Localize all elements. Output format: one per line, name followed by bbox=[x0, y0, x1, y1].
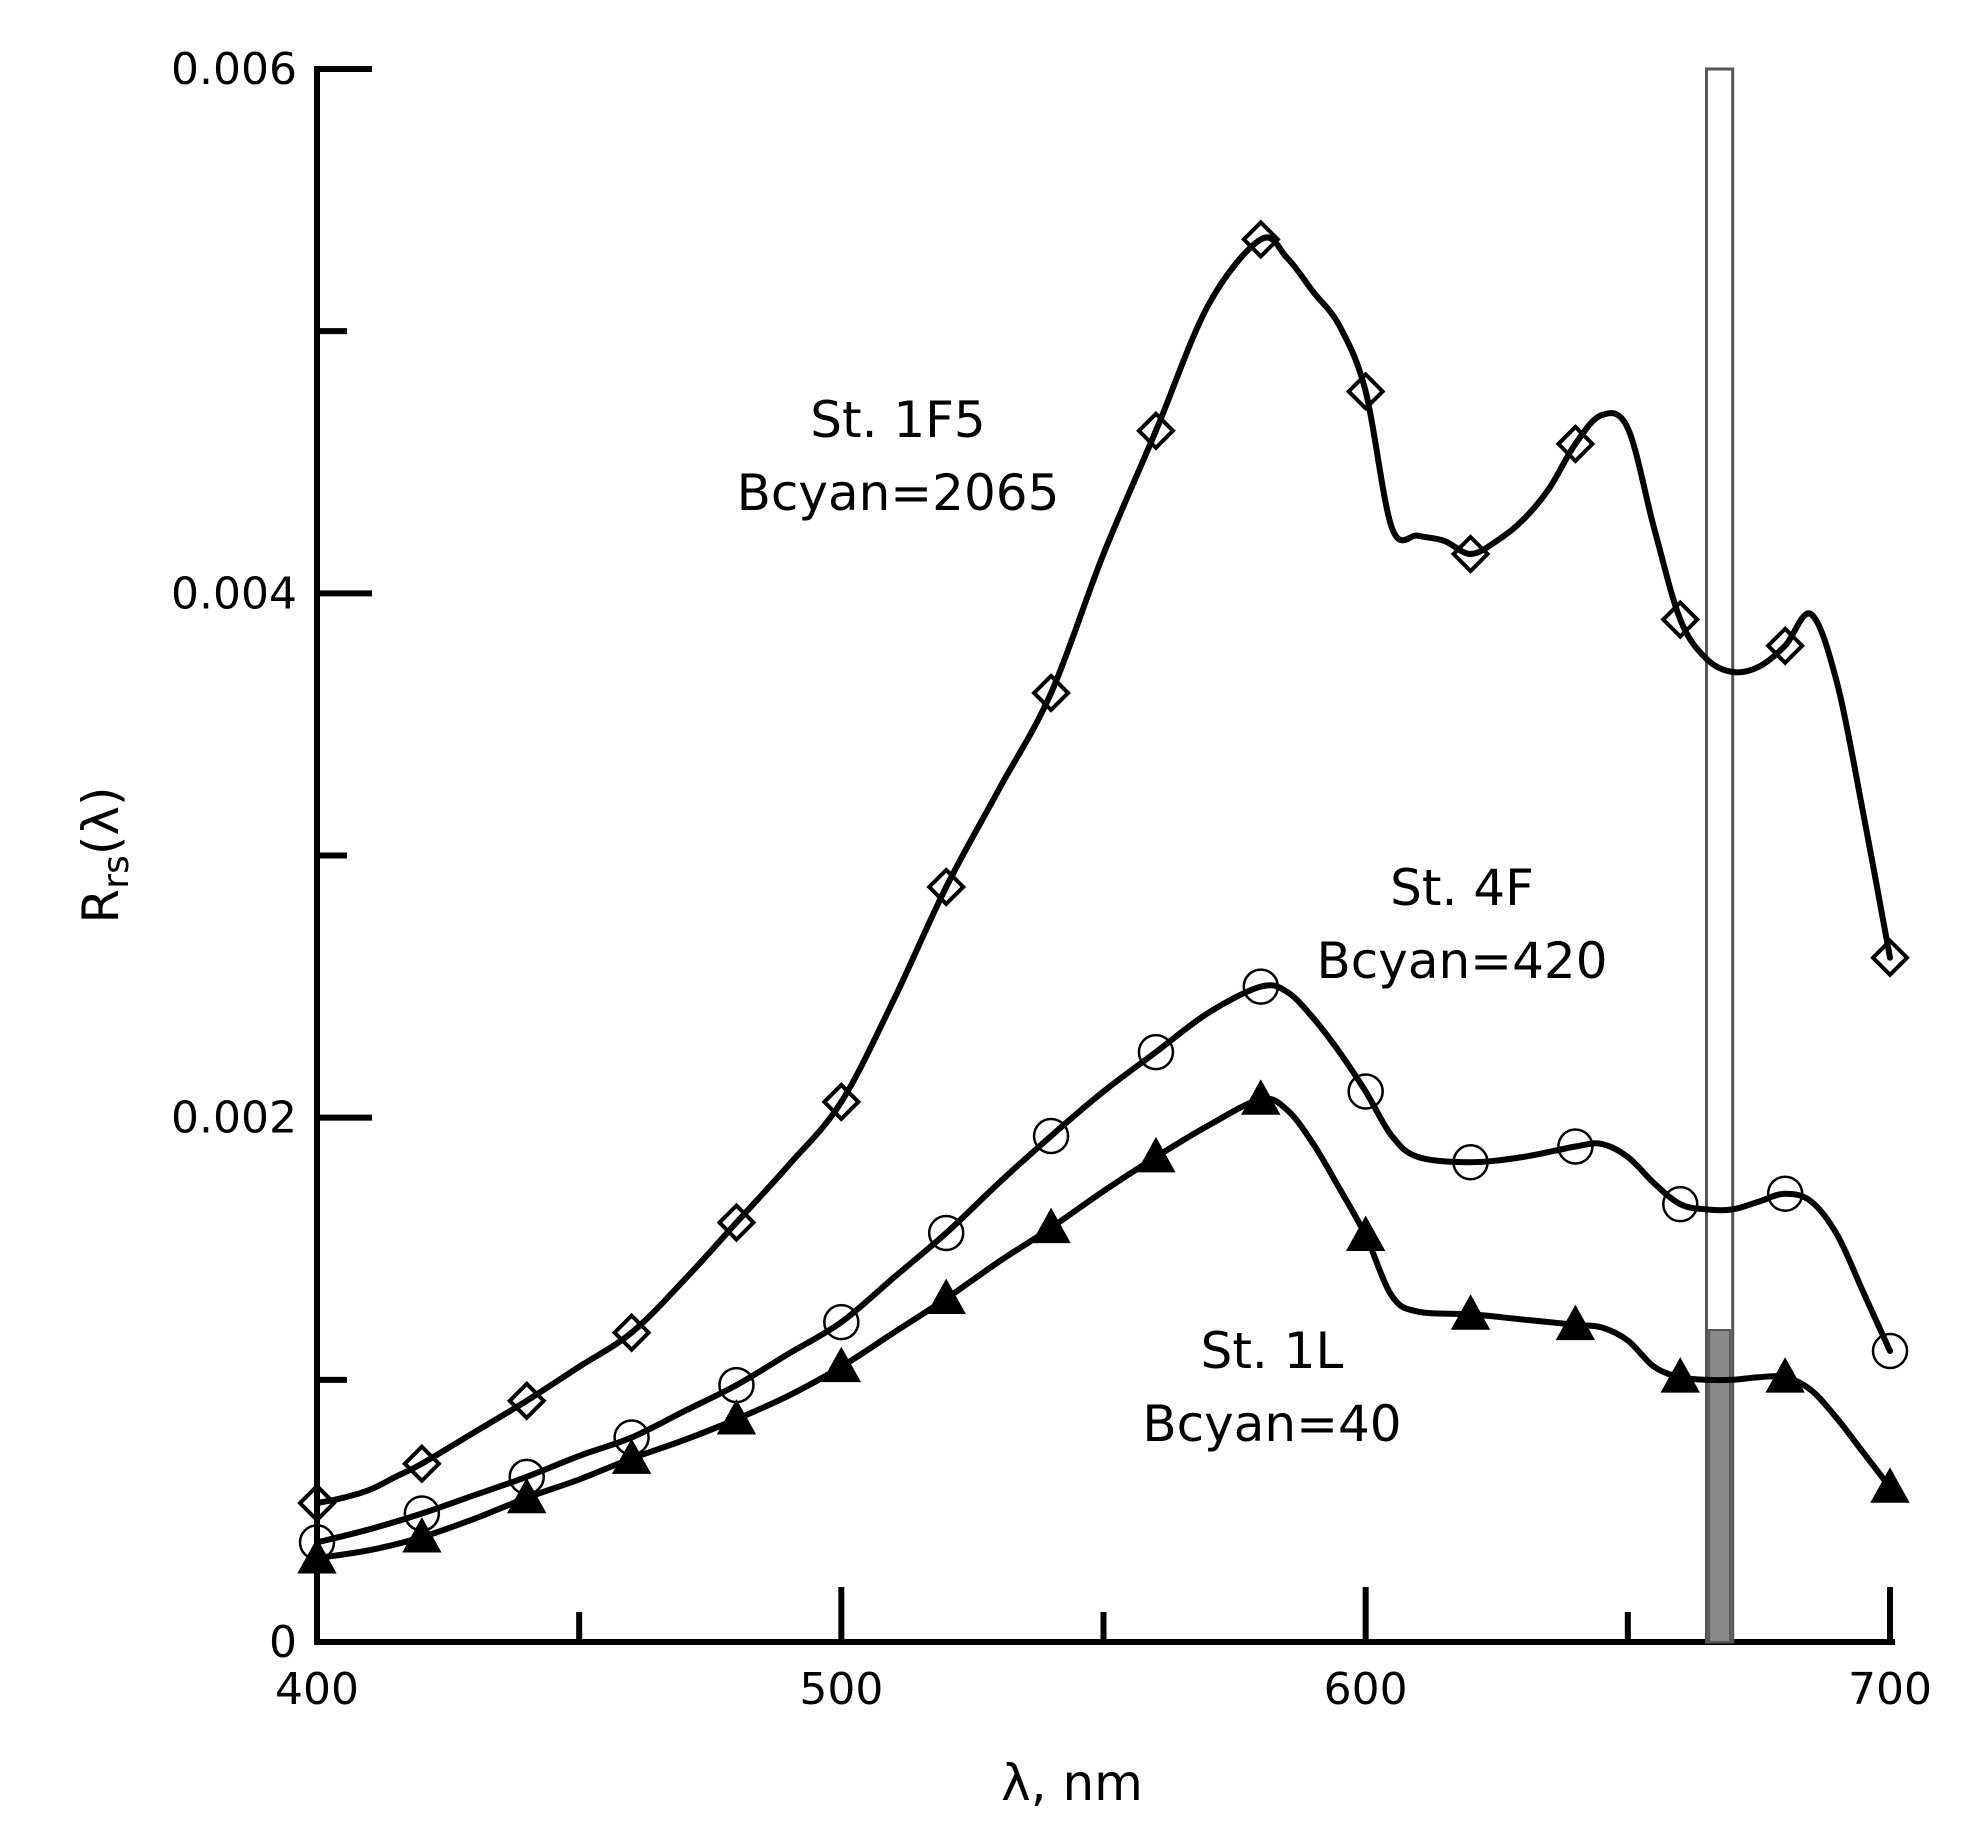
data-point-circle bbox=[1032, 1117, 1070, 1155]
series-st-1l bbox=[297, 1079, 1910, 1574]
data-point-triangle bbox=[1031, 1207, 1071, 1244]
data-point-diamond bbox=[1765, 625, 1805, 666]
data-point-circle bbox=[1137, 1033, 1175, 1071]
data-point-circle bbox=[1557, 1128, 1594, 1165]
y-axis-title-main: R bbox=[72, 889, 130, 924]
data-point-circle bbox=[823, 1303, 860, 1341]
series-label-4f-bcyan: Bcyan=420 bbox=[1316, 932, 1607, 990]
y-axis-title-sub: rs bbox=[96, 855, 137, 889]
data-point-triangle bbox=[1555, 1304, 1596, 1341]
data-point-circle bbox=[1766, 1175, 1804, 1212]
y-tick-label: 0.006 bbox=[171, 44, 297, 95]
series-line bbox=[314, 234, 1893, 1507]
data-point-triangle bbox=[1870, 1467, 1910, 1503]
data-point-diamond bbox=[716, 1202, 757, 1243]
data-point-triangle bbox=[1345, 1215, 1386, 1252]
data-point-circle bbox=[1242, 968, 1280, 1005]
data-point-triangle bbox=[611, 1438, 652, 1474]
band-fill bbox=[1708, 1329, 1732, 1643]
series-st-1f5 bbox=[297, 219, 1910, 1523]
ticks bbox=[314, 66, 1893, 1645]
data-point-diamond bbox=[1240, 219, 1281, 260]
series-label-4f-name: St. 4F bbox=[1390, 859, 1534, 917]
data-point-triangle bbox=[1136, 1136, 1176, 1173]
series-label-1l-name: St. 1L bbox=[1201, 1322, 1344, 1380]
data-point-circle bbox=[1452, 1143, 1489, 1181]
data-point-triangle bbox=[297, 1538, 337, 1574]
data-point-diamond bbox=[506, 1380, 547, 1421]
axes bbox=[314, 66, 1895, 1645]
y-axis-title-rest: (λ) bbox=[72, 787, 130, 856]
x-tick-label: 500 bbox=[799, 1664, 883, 1715]
data-point-diamond bbox=[1450, 534, 1491, 574]
series-label-1f5-name: St. 1F5 bbox=[810, 391, 986, 449]
x-axis-title: λ, nm bbox=[1001, 1754, 1143, 1812]
data-point-triangle bbox=[1241, 1079, 1281, 1115]
y-tick-label: 0.002 bbox=[171, 1093, 297, 1144]
series-line bbox=[314, 1095, 1893, 1562]
data-point-triangle bbox=[1450, 1294, 1491, 1330]
data-point-triangle bbox=[1660, 1357, 1700, 1393]
series-st-4f bbox=[298, 968, 1909, 1561]
data-point-triangle bbox=[1765, 1357, 1805, 1393]
x-tick-label: 700 bbox=[1848, 1664, 1932, 1715]
data-point-diamond bbox=[297, 1483, 337, 1523]
series-labels: St. 1F5 Bcyan=2065 St. 4F Bcyan=420 St. … bbox=[737, 391, 1608, 1453]
data-point-circle bbox=[1662, 1185, 1699, 1223]
series-line bbox=[314, 982, 1893, 1546]
series-label-1f5-bcyan: Bcyan=2065 bbox=[737, 464, 1060, 522]
data-point-circle bbox=[927, 1214, 965, 1252]
data-point-diamond bbox=[821, 1082, 862, 1122]
data-point-triangle bbox=[716, 1399, 757, 1435]
data-point-circle bbox=[1347, 1073, 1384, 1110]
data-point-diamond bbox=[1870, 937, 1910, 978]
data-point-diamond bbox=[1345, 371, 1386, 412]
series-label-1l-bcyan: Bcyan=40 bbox=[1142, 1395, 1401, 1453]
x-tick-label: 600 bbox=[1324, 1664, 1408, 1715]
data-point-diamond bbox=[1136, 410, 1176, 451]
series-layer bbox=[297, 219, 1910, 1574]
data-point-diamond bbox=[926, 867, 967, 907]
data-point-diamond bbox=[1660, 599, 1701, 640]
tick-labels: 0 0.002 0.004 0.006 400 500 600 700 bbox=[171, 44, 1932, 1715]
data-point-triangle bbox=[507, 1477, 547, 1514]
data-point-diamond bbox=[611, 1312, 652, 1353]
x-tick-label: 400 bbox=[275, 1664, 359, 1715]
y-tick-label: 0 bbox=[269, 1617, 297, 1668]
data-point-diamond bbox=[402, 1443, 442, 1484]
data-point-triangle bbox=[926, 1278, 966, 1314]
y-tick-label: 0.004 bbox=[171, 568, 297, 619]
data-point-circle bbox=[1871, 1332, 1909, 1370]
data-point-diamond bbox=[1555, 424, 1596, 464]
data-point-diamond bbox=[1031, 673, 1071, 713]
data-point-triangle bbox=[821, 1346, 862, 1383]
band-layer bbox=[1704, 67, 1735, 1644]
data-point-triangle bbox=[402, 1517, 442, 1553]
y-axis-title: Rrs(λ) bbox=[72, 787, 137, 924]
